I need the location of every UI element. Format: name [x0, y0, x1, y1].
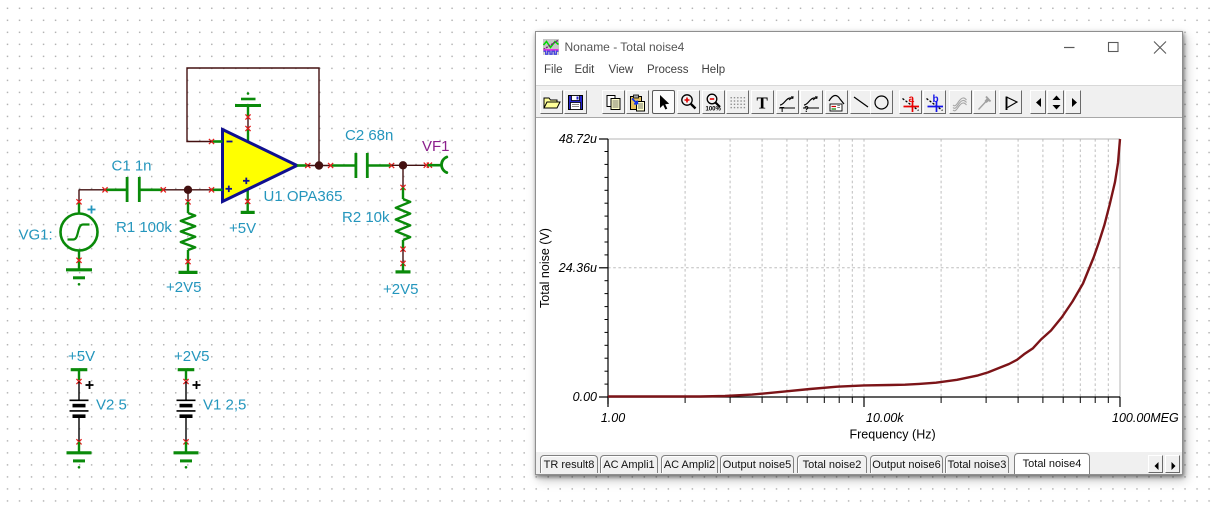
svg-text:48.72u: 48.72u [559, 132, 597, 146]
svg-text:+2V5: +2V5 [174, 348, 209, 365]
svg-text:=: = [837, 105, 840, 111]
svg-text:a: a [909, 94, 915, 105]
svg-text:+2V5: +2V5 [166, 279, 201, 296]
svg-text:V1 2,5: V1 2,5 [203, 397, 246, 414]
svg-text:V2 5: V2 5 [96, 397, 127, 414]
svg-text:+5V: +5V [229, 220, 256, 237]
svg-text:0.00: 0.00 [573, 390, 597, 404]
svg-text:R1 100k: R1 100k [116, 219, 172, 236]
svg-text:100.00MEG: 100.00MEG [1112, 411, 1179, 425]
svg-text:1.00: 1.00 [601, 411, 625, 425]
svg-text:T: T [780, 107, 785, 112]
svg-text:10.00k: 10.00k [866, 411, 904, 425]
svg-text:VG1:: VG1: [19, 227, 53, 244]
svg-text:b: b [933, 94, 939, 105]
svg-text:T: T [757, 94, 769, 113]
svg-text:+2V5: +2V5 [383, 281, 418, 298]
svg-text:100%: 100% [706, 107, 722, 113]
svg-text:+5V: +5V [68, 348, 95, 365]
svg-text:U1 OPA365: U1 OPA365 [264, 188, 343, 205]
svg-text:Total noise (V): Total noise (V) [538, 228, 552, 308]
svg-text:C2 68n: C2 68n [345, 127, 393, 144]
svg-text:Frequency (Hz): Frequency (Hz) [850, 428, 936, 442]
svg-text:R2 10k: R2 10k [342, 209, 390, 226]
svg-text:C1 1n: C1 1n [112, 158, 152, 175]
svg-text:24.36u: 24.36u [558, 261, 597, 275]
svg-text:VF1: VF1 [422, 138, 450, 155]
svg-text:?: ? [804, 105, 809, 112]
